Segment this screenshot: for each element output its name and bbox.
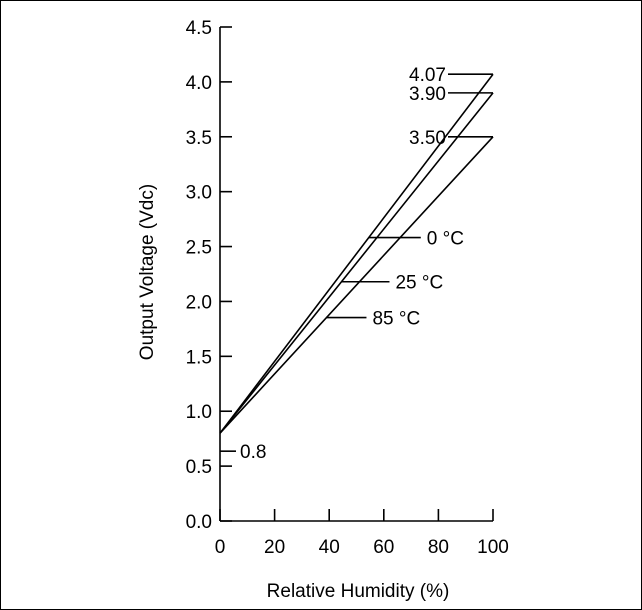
y-tick-label: 1.0 xyxy=(186,402,212,423)
end-value-label: 3.50 xyxy=(409,128,446,149)
y-axis-title: Output Voltage (Vdc) xyxy=(137,184,158,360)
series-name-label: 85 °C xyxy=(372,309,420,330)
end-value-label: 4.07 xyxy=(409,65,446,86)
y-tick-label: 1.5 xyxy=(186,347,212,368)
series-line-3 xyxy=(219,136,494,434)
x-tick-label: 40 xyxy=(319,537,340,558)
x-tick-label: 100 xyxy=(477,537,509,558)
series-layer xyxy=(219,73,494,434)
start-value-label: 0.8 xyxy=(240,442,266,463)
x-tick-label: 80 xyxy=(428,537,449,558)
y-tick-label: 0.5 xyxy=(186,457,212,478)
tick-labels: 0.0 0.5 1.0 1.5 2.0 2.5 3.0 3.5 4.0 4.5 0 20 40 60 80 1… xyxy=(186,18,509,558)
series-line-2 xyxy=(219,92,494,434)
x-tick-label: 60 xyxy=(373,537,394,558)
end-value-label: 3.90 xyxy=(409,84,446,105)
y-tick-label: 4.0 xyxy=(186,73,212,94)
y-tick-label: 2.0 xyxy=(186,292,212,313)
y-tick-label: 2.5 xyxy=(186,238,212,259)
axes xyxy=(219,26,494,522)
y-tick-label: 4.5 xyxy=(186,18,212,39)
series-name-label: 0 °C xyxy=(427,229,464,250)
series-name-label: 25 °C xyxy=(395,273,443,294)
x-tick-label: 20 xyxy=(264,537,285,558)
series-line-1 xyxy=(219,73,494,434)
x-axis-title: Relative Humidity (%) xyxy=(267,581,450,602)
y-tick-label: 0.0 xyxy=(186,512,212,533)
y-tick-label: 3.5 xyxy=(186,128,212,149)
y-tick-label: 3.0 xyxy=(186,183,212,204)
annotation-layer: 4.073.90 3.50 0.8 0 °C 25 °C 85 °C xyxy=(220,65,493,463)
x-tick-label: 0 xyxy=(215,537,226,558)
